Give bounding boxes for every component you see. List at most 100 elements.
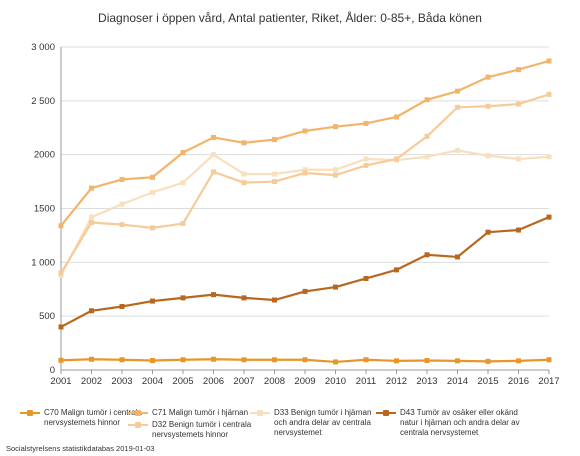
series-2-point-2014 — [455, 104, 460, 110]
series-2 — [58, 91, 552, 276]
series-0-point-2003 — [119, 357, 125, 363]
series-0-point-2007 — [241, 357, 247, 363]
series-0-point-2014 — [455, 358, 460, 364]
tick-labels: 0 500 1 000 1500 2000 2 500 3 000 2001 2002 2003 2… — [31, 42, 559, 387]
series-2-point-2012 — [394, 156, 399, 162]
legend-swatch-d43 — [376, 410, 396, 416]
series-0-point-2013 — [424, 358, 430, 364]
series-0-point-2015 — [485, 358, 491, 364]
series-1-point-2009 — [302, 128, 308, 134]
series-1-point-2001 — [58, 223, 64, 229]
series-0-point-2011 — [363, 357, 369, 363]
xtick-label-2012: 2012 — [386, 376, 407, 387]
series-2-point-2009 — [302, 170, 308, 176]
series-1-point-2011 — [363, 120, 369, 126]
series-4-point-2004 — [150, 298, 155, 304]
series-4-point-2017 — [546, 214, 552, 220]
series-0-point-2001 — [58, 357, 64, 363]
ytick-label-2000: 2000 — [34, 150, 55, 161]
series-0-point-2012 — [394, 358, 399, 364]
series-2-point-2003 — [119, 222, 125, 228]
legend-swatch-c70 — [20, 410, 40, 416]
series-4-point-2009 — [302, 288, 308, 294]
series-3-point-2013 — [424, 154, 430, 160]
series-2-point-2007 — [241, 180, 247, 186]
xtick-label-2003: 2003 — [111, 376, 132, 387]
series-0-point-2004 — [150, 358, 155, 364]
series-3-point-2009 — [302, 167, 308, 173]
series-2-point-2001 — [58, 270, 64, 276]
series-3-point-2005 — [180, 180, 186, 186]
series-1-point-2014 — [455, 88, 460, 94]
chart-title: Diagnoser i öppen vård, Antal patienter,… — [98, 11, 482, 25]
source-note: Socialstyrelsens statistikdatabas 2019-0… — [6, 444, 155, 453]
series-2-point-2002 — [89, 219, 94, 225]
series-2-point-2015 — [485, 103, 491, 109]
series-2-point-2010 — [333, 172, 338, 178]
series-line-2 — [60, 93, 550, 274]
series-2-point-2016 — [516, 101, 521, 107]
series-2-point-2005 — [180, 221, 186, 227]
series-3-point-2002 — [89, 214, 94, 220]
series-0-point-2017 — [546, 357, 552, 363]
series-3-point-2011 — [363, 156, 369, 162]
series-0 — [58, 356, 552, 365]
legend-swatch-c71 — [128, 410, 148, 416]
series-1 — [58, 58, 552, 229]
xtick-label-2015: 2015 — [477, 376, 498, 387]
xtick-label-2001: 2001 — [50, 376, 71, 387]
series-2-point-2004 — [150, 225, 155, 231]
series-4-point-2006 — [211, 292, 216, 298]
series-2-point-2006 — [211, 169, 216, 175]
xtick-label-2008: 2008 — [264, 376, 285, 387]
xtick-label-2011: 2011 — [356, 376, 376, 387]
xtick-label-2005: 2005 — [172, 376, 193, 387]
series-line-4 — [60, 216, 550, 328]
series-0-point-2008 — [272, 357, 277, 363]
series-2-point-2008 — [272, 179, 277, 185]
series-0-point-2009 — [302, 357, 308, 363]
series-3-point-2003 — [119, 201, 125, 207]
series-3-point-2008 — [272, 171, 277, 177]
ytick-label-3000: 3 000 — [31, 42, 55, 53]
grid-lines — [61, 46, 549, 317]
series-0-point-2002 — [89, 356, 94, 362]
series-3-point-2017 — [546, 154, 552, 160]
series-4-point-2008 — [272, 297, 277, 303]
series-4-point-2016 — [516, 227, 521, 233]
series-4-point-2014 — [455, 254, 460, 260]
xtick-label-2006: 2006 — [203, 376, 224, 387]
ytick-label-0: 0 — [50, 365, 55, 376]
series-3-point-2015 — [485, 153, 491, 159]
series-1-point-2007 — [241, 140, 247, 146]
series-3-point-2006 — [211, 152, 216, 158]
legend-label-d33: D33 Benign tumör i hjärnan och andra del… — [274, 408, 372, 437]
series-4-point-2011 — [363, 275, 369, 281]
series-0-point-2010 — [333, 359, 338, 365]
series-1-point-2012 — [394, 114, 399, 120]
xtick-label-2010: 2010 — [325, 376, 346, 387]
ytick-label-500: 500 — [39, 311, 55, 322]
series-3-point-2014 — [455, 147, 460, 153]
series-3-point-2004 — [150, 189, 155, 195]
series-0-point-2006 — [211, 356, 216, 362]
ytick-label-1000: 1 000 — [31, 257, 55, 268]
xtick-label-2017: 2017 — [538, 376, 559, 387]
series-4-point-2003 — [119, 303, 125, 309]
xtick-label-2016: 2016 — [508, 376, 529, 387]
series-1-point-2010 — [333, 124, 338, 130]
series-0-point-2016 — [516, 358, 521, 364]
xtick-label-2002: 2002 — [81, 376, 102, 387]
series-3-point-2010 — [333, 167, 338, 173]
series-1-point-2006 — [211, 134, 216, 140]
series-1-point-2013 — [424, 97, 430, 103]
series-2-point-2017 — [546, 91, 552, 97]
series-4-point-2005 — [180, 295, 186, 301]
series-1-point-2005 — [180, 150, 186, 156]
xtick-label-2009: 2009 — [294, 376, 315, 387]
legend-swatch-d33 — [250, 410, 270, 416]
series-2-point-2013 — [424, 133, 430, 139]
series-1-point-2002 — [89, 185, 94, 191]
series-1-point-2004 — [150, 174, 155, 180]
